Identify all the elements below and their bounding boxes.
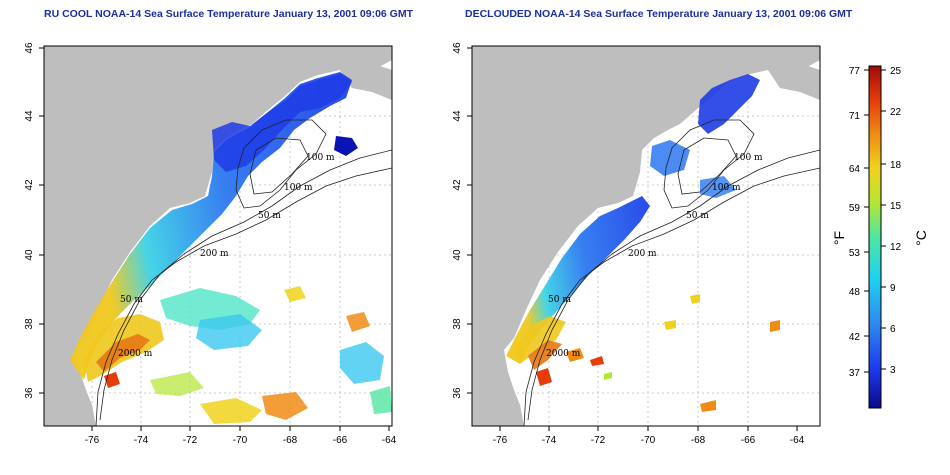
celsius-tick-label: 22	[890, 107, 902, 118]
contour-label: 50 m	[548, 295, 571, 305]
fahrenheit-tick-label: 37	[849, 368, 861, 379]
y-tick-label: 38	[452, 318, 463, 330]
celsius-tick-label: 12	[890, 242, 902, 253]
celsius-unit-label: °C	[913, 230, 929, 246]
y-tick-label: 44	[24, 110, 35, 122]
sst-scatter-patches	[566, 294, 780, 412]
celsius-tick-label: 25	[890, 66, 902, 77]
x-tick-label: -72	[591, 435, 606, 446]
right-map-title: DECLOUDED NOAA-14 Sea Surface Temperatur…	[465, 8, 853, 20]
y-tick-label: 42	[452, 179, 463, 191]
bathymetry-contours	[523, 119, 820, 426]
celsius-tick-label: 9	[890, 283, 896, 294]
x-tick-label: -64	[790, 435, 805, 446]
contour-label: 200 m	[628, 249, 657, 259]
contour-label: 50 m	[258, 211, 281, 221]
right-map: 100 m 100 m 50 m 200 m 50 m 2000 m -76 -…	[452, 42, 821, 446]
bathymetry-contours	[95, 119, 392, 426]
contour-label: 2000 m	[546, 349, 581, 359]
y-tick-label: 40	[452, 249, 463, 261]
celsius-tick-label: 3	[890, 365, 896, 376]
fahrenheit-tick-label: 53	[849, 248, 861, 259]
contour-label: 2000 m	[118, 349, 153, 359]
y-tick-label: 46	[24, 42, 35, 54]
x-tick-label: -72	[183, 435, 198, 446]
y-tick-label: 44	[452, 110, 463, 122]
celsius-tick-label: 18	[890, 160, 902, 171]
left-map: 100 m 100 m 50 m 200 m 50 m 2000 m -76 -…	[24, 42, 397, 446]
fahrenheit-tick-label: 64	[849, 164, 861, 175]
contour-label: 200 m	[200, 249, 229, 259]
x-tick-label: -74	[542, 435, 557, 446]
x-tick-label: -66	[741, 435, 756, 446]
y-tick-label: 46	[452, 42, 463, 54]
colorbar-scale	[868, 65, 882, 409]
x-tick-label: -76	[493, 435, 508, 446]
temperature-colorbar: 77 71 64 59 53 48 42 37 25 22 18 15 12 9…	[831, 65, 929, 409]
contour-label: 100 m	[306, 153, 335, 163]
y-tick-label: 36	[24, 387, 35, 399]
fahrenheit-tick-label: 48	[849, 287, 861, 298]
celsius-tick-label: 6	[890, 324, 896, 335]
x-tick-label: -64	[382, 435, 397, 446]
y-tick-label: 42	[24, 179, 35, 191]
x-tick-label: -66	[333, 435, 348, 446]
fahrenheit-tick-label: 71	[849, 111, 861, 122]
x-tick-label: -70	[641, 435, 656, 446]
map-frame	[43, 45, 393, 427]
celsius-tick-label: 15	[890, 201, 902, 212]
contour-label: 50 m	[120, 295, 143, 305]
contour-label: 100 m	[734, 153, 763, 163]
x-tick-label: -68	[691, 435, 706, 446]
contour-label: 100 m	[284, 183, 313, 193]
contour-label: 100 m	[712, 183, 741, 193]
x-tick-label: -70	[233, 435, 248, 446]
x-tick-label: -74	[134, 435, 149, 446]
fahrenheit-unit-label: °F	[831, 231, 847, 245]
land-mass	[472, 46, 820, 426]
sst-scatter-patches	[150, 286, 392, 424]
x-tick-label: -76	[85, 435, 100, 446]
fahrenheit-tick-label: 42	[849, 332, 861, 343]
contour-label: 50 m	[686, 211, 709, 221]
land-mass	[44, 46, 392, 426]
fahrenheit-tick-label: 77	[849, 66, 861, 77]
y-tick-label: 40	[24, 249, 35, 261]
x-tick-label: -68	[283, 435, 298, 446]
y-tick-label: 36	[452, 387, 463, 399]
left-map-title: RU COOL NOAA-14 Sea Surface Temperature …	[44, 8, 414, 20]
fahrenheit-tick-label: 59	[849, 203, 861, 214]
y-tick-label: 38	[24, 318, 35, 330]
map-frame	[471, 45, 821, 427]
